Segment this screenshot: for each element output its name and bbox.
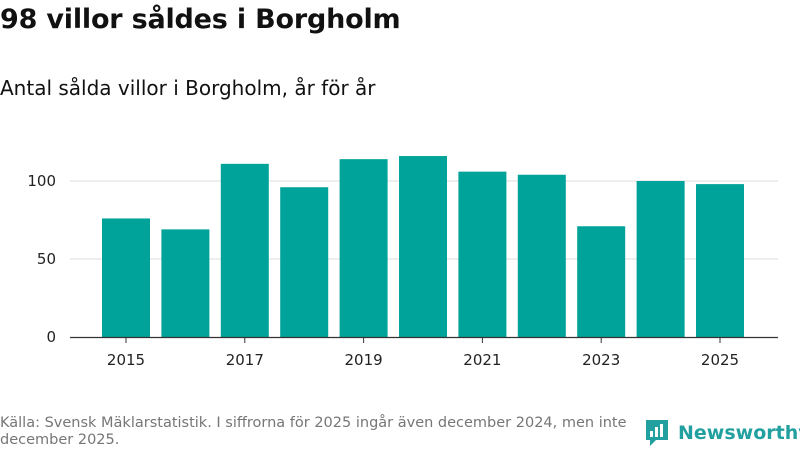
bar-2018: [280, 187, 329, 337]
bar-chart: 0 50 100 2015 2017 2019 2021 2023 2025: [27, 156, 778, 369]
x-tick-label: 2021: [463, 351, 501, 369]
x-tick-label: 2015: [107, 351, 145, 369]
y-tick-label: 50: [37, 250, 56, 268]
source-note: Källa: Svensk Mäklarstatistik. I siffror…: [0, 415, 627, 448]
bar-2019: [339, 159, 388, 337]
x-tick-label: 2023: [582, 351, 620, 369]
x-tick-label: 2025: [701, 351, 739, 369]
brand[interactable]: Newsworthy: [644, 418, 800, 448]
y-tick-label: 0: [46, 328, 56, 346]
x-tick-label: 2019: [345, 351, 383, 369]
bar-2025: [696, 184, 744, 337]
newsworthy-logo-icon: [646, 420, 668, 446]
x-tick-label: 2017: [226, 351, 264, 369]
bar-2017: [220, 163, 269, 337]
chart-subtitle: Antal sålda villor i Borgholm, år för år: [0, 76, 376, 100]
bar-2021: [458, 171, 507, 337]
y-tick-label: 100: [27, 172, 56, 190]
bar-2015: [102, 218, 150, 337]
bar-2016: [161, 229, 210, 337]
bar-2023: [577, 226, 626, 337]
bar-2024: [636, 181, 685, 337]
chart-title: 98 villor såldes i Borgholm: [0, 4, 401, 35]
brand-name: Newsworthy: [678, 422, 800, 444]
bar-2022: [517, 174, 566, 337]
bar-2020: [399, 156, 447, 337]
